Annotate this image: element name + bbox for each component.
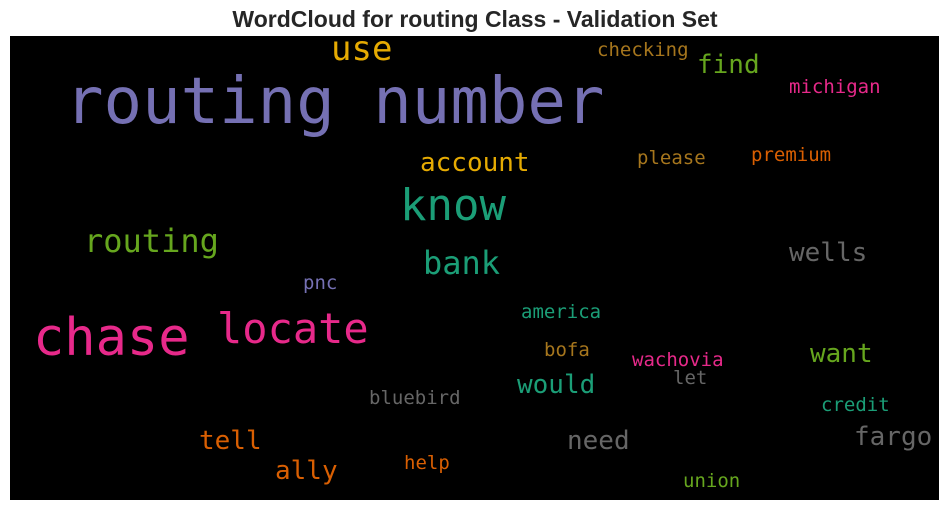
word-fargo: fargo xyxy=(854,422,933,452)
word-wachovia: wachovia xyxy=(632,349,724,371)
word-michigan: michigan xyxy=(789,76,881,98)
word-america: america xyxy=(521,301,602,323)
word-need: need xyxy=(567,426,630,456)
word-checking: checking xyxy=(597,39,689,61)
word-locate: locate xyxy=(217,304,369,353)
word-help: help xyxy=(404,452,450,474)
word-wells: wells xyxy=(789,238,868,268)
word-tell: tell xyxy=(199,426,262,456)
word-routing-number: routing number xyxy=(65,65,605,139)
word-bank: bank xyxy=(423,244,501,282)
word-bofa: bofa xyxy=(544,339,590,361)
word-ally: ally xyxy=(275,456,338,486)
word-let: let xyxy=(673,367,708,389)
word-bluebird: bluebird xyxy=(369,387,461,409)
word-use: use xyxy=(331,36,393,69)
word-credit: credit xyxy=(821,394,890,416)
word-cloud: routing number chase locate know use rou… xyxy=(10,36,939,500)
chart-title: WordCloud for routing Class - Validation… xyxy=(232,6,718,32)
word-union: union xyxy=(683,470,741,492)
word-routing: routing xyxy=(84,222,219,260)
word-please: please xyxy=(637,147,706,169)
word-chase: chase xyxy=(33,308,190,368)
word-account: account xyxy=(420,148,530,178)
word-premium: premium xyxy=(751,144,832,166)
word-pnc: pnc xyxy=(303,272,338,294)
word-would: would xyxy=(517,370,596,400)
word-find: find xyxy=(697,50,760,80)
word-know: know xyxy=(400,180,506,231)
word-want: want xyxy=(810,339,873,369)
